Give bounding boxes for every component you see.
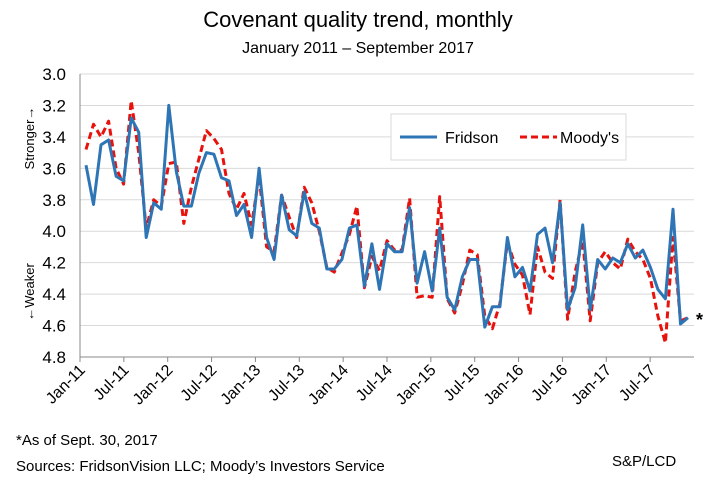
y-tick-label: 3.2 <box>42 96 66 115</box>
chart-title: Covenant quality trend, monthly <box>203 7 512 32</box>
y-label-stronger: Stronger→ <box>22 107 37 170</box>
x-tick-label: Jul-17 <box>616 362 659 405</box>
y-tick-label: 3.4 <box>42 128 66 147</box>
y-axis-ticks: 3.0 3.2 3.4 3.6 3.8 4.0 4.2 4.4 4.6 4.8 <box>42 65 66 367</box>
y-tick-label: 4.4 <box>42 285 66 304</box>
gridlines <box>79 73 694 358</box>
x-tick-label: Jul-12 <box>178 362 221 405</box>
x-tick-label: Jan-17 <box>569 362 616 409</box>
x-tick-label: Jul-13 <box>265 362 308 405</box>
y-tick-label: 4.6 <box>42 317 66 336</box>
y-tick-label: 4.8 <box>42 348 66 367</box>
series-line-moodys <box>84 99 689 345</box>
x-tick-label: Jul-16 <box>528 362 571 405</box>
end-marker-asterisk: * <box>696 310 703 330</box>
y-tick-label: 3.6 <box>42 159 66 178</box>
x-tick-label: Jan-15 <box>393 362 440 409</box>
series-line-fridson <box>84 103 689 329</box>
y-label-weaker: ←Weaker <box>22 263 37 321</box>
y-tick-label: 3.8 <box>42 191 66 210</box>
x-tick-label: Jan-14 <box>305 362 352 409</box>
x-tick-label: Jan-11 <box>43 362 89 408</box>
legend-label-fridson: Fridson <box>445 130 498 147</box>
y-tick-label: 3.0 <box>42 65 66 84</box>
x-tick-label: Jul-14 <box>353 362 396 405</box>
series-lines <box>84 99 689 345</box>
credit-label: S&P/LCD <box>612 453 676 470</box>
x-tick-label: Jan-13 <box>218 362 265 409</box>
sources-note: Sources: FridsonVision LLC; Moody’s Inve… <box>16 458 385 475</box>
y-tick-label: 4.0 <box>42 222 66 241</box>
y-tick-label: 4.2 <box>42 254 66 273</box>
x-tick-label: Jul-11 <box>91 362 133 404</box>
legend: Fridson Moody's <box>390 113 627 161</box>
x-tick-label: Jan-16 <box>481 362 528 409</box>
legend-label-moodys: Moody's <box>560 130 619 147</box>
x-tick-label: Jan-12 <box>130 362 177 409</box>
x-tick-label: Jul-15 <box>441 362 484 405</box>
footnote: *As of Sept. 30, 2017 <box>16 432 158 449</box>
chart-subtitle: January 2011 – September 2017 <box>242 40 474 57</box>
